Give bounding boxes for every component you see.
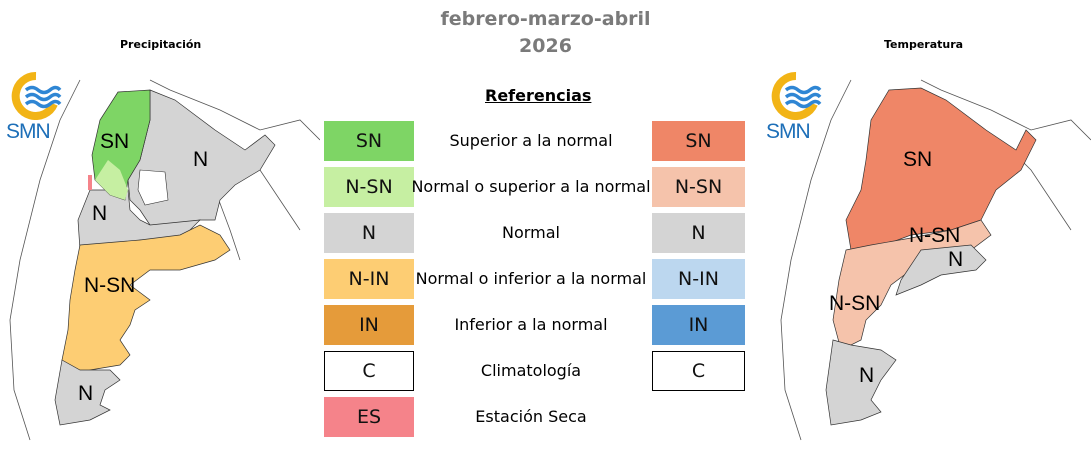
precip-zone-label-nsn: N-SN	[84, 274, 135, 297]
precipitation-map-label: Precipitación	[120, 38, 202, 51]
legend-temp-swatch: N-IN	[652, 259, 745, 299]
temp-zone-label-sn: SN	[903, 148, 932, 171]
legend-title: Referencias	[485, 86, 592, 105]
legend-temp-swatch: N	[652, 213, 745, 253]
legend-precip-swatch: C	[324, 351, 414, 391]
page-title: febrero-marzo-abril	[440, 8, 651, 30]
zone-climatology	[137, 169, 169, 206]
temp-zone-label-nsn-east: N-SN	[909, 224, 960, 247]
legend-temp-swatch: C	[652, 351, 745, 391]
precip-zone-label-n-south: N	[78, 382, 93, 405]
legend-precip-swatch: SN	[324, 121, 414, 161]
legend-description: Inferior a la normal	[454, 315, 608, 334]
temp-zone-label-n-south: N	[859, 364, 874, 387]
legend-temp-swatch: N-SN	[652, 167, 745, 207]
legend-temp-swatch: SN	[652, 121, 745, 161]
legend-temp-swatch: IN	[652, 305, 745, 345]
smn-logo-icon	[11, 71, 62, 120]
precip-zone-label-n-north: N	[193, 148, 208, 171]
temperature-map-label: Temperatura	[884, 38, 964, 51]
smn-logo-text: SMN	[766, 120, 811, 143]
precip-zone-label-sn: SN	[100, 130, 129, 153]
smn-logo-temperature: SMN	[766, 71, 826, 147]
zone-normal-inferior-normal	[59, 224, 231, 406]
legend-description: Normal	[502, 223, 560, 242]
legend-precip-swatch: N-SN	[324, 167, 414, 207]
temp-zone-label-n-east: N	[948, 248, 963, 271]
zone-dry-season	[88, 175, 92, 190]
temp-zone-label-nsn-west: N-SN	[829, 292, 880, 315]
smn-logo-icon	[771, 71, 822, 120]
temperature-map: SN N-SN N N-SN N	[780, 79, 1091, 441]
legend-description: Climatología	[480, 361, 582, 380]
legend-description: Normal o inferior a la normal	[415, 269, 647, 288]
legend-precip-swatch: ES	[324, 397, 414, 437]
precipitation-map: SN N N N-SN N	[9, 79, 320, 441]
legend-description: Estación Seca	[475, 407, 587, 426]
page-subtitle-year: 2026	[519, 35, 572, 57]
smn-logo-precipitation: SMN	[6, 71, 66, 147]
legend-precip-swatch: IN	[324, 305, 414, 345]
legend-precip-swatch: N-IN	[324, 259, 414, 299]
precip-zone-label-n-center: N	[92, 202, 107, 225]
smn-logo-text: SMN	[6, 120, 51, 143]
zone-normal-superior-normal	[95, 160, 128, 200]
legend-description: Normal o superior a la normal	[411, 177, 651, 196]
neighbor-borders	[9, 79, 320, 441]
zone-normal-south	[825, 339, 897, 426]
zone-normal-east	[895, 244, 987, 296]
zone-normal-south	[54, 359, 121, 426]
legend-description: Superior a la normal	[449, 131, 613, 150]
legend-precip-swatch: N	[324, 213, 414, 253]
